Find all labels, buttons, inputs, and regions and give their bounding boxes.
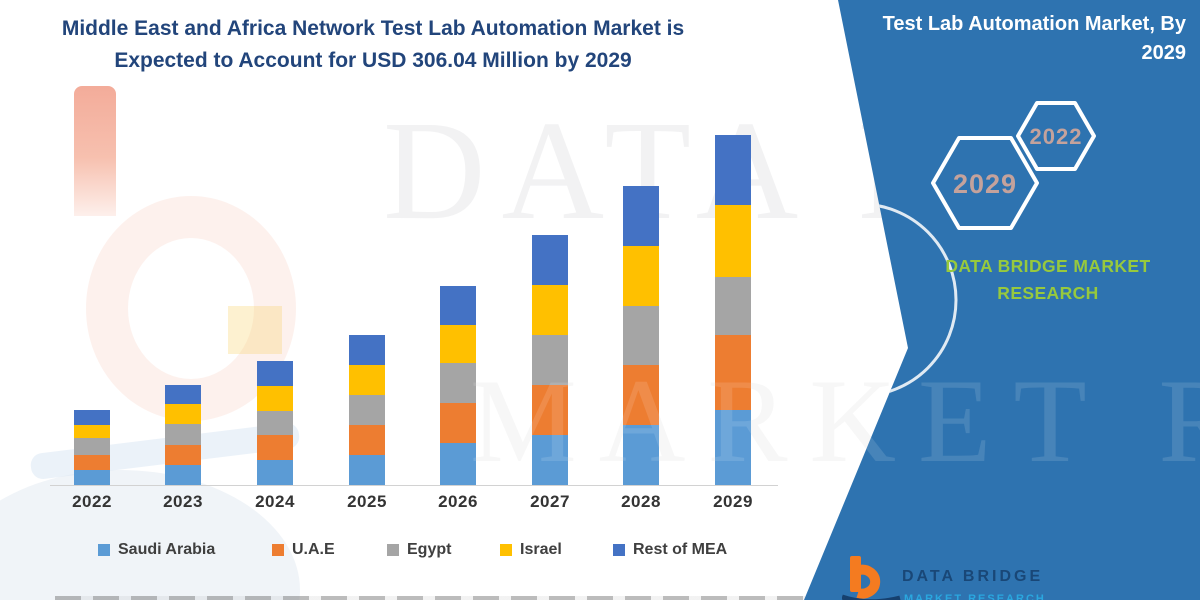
bar-segment-u-a-e-2022 xyxy=(74,455,110,470)
legend-swatch-icon xyxy=(387,544,399,556)
footer-brand-subtext: MARKET RESEARCH xyxy=(904,593,1046,600)
hexagon-2022-outline xyxy=(1016,101,1096,171)
legend-label: U.A.E xyxy=(292,541,335,558)
bar-segment-israel-2029 xyxy=(715,204,751,277)
bar-segment-saudi-arabia-2025 xyxy=(349,455,385,485)
bar-segment-saudi-arabia-2027 xyxy=(532,435,568,485)
brand-name: DATA BRIDGE MARKET RESEARCH xyxy=(900,253,1196,307)
legend-label: Rest of MEA xyxy=(633,541,728,558)
bar-segment-u-a-e-2023 xyxy=(165,444,201,465)
footer-brand-text: DATA BRIDGE xyxy=(902,568,1044,585)
bar-segment-u-a-e-2029 xyxy=(715,334,751,410)
cropped-caption-line xyxy=(55,596,805,600)
bar-segment-egypt-2022 xyxy=(74,438,110,456)
brand-name-line1: DATA BRIDGE MARKET xyxy=(945,256,1151,276)
watermark-b-logo-stem xyxy=(74,86,116,216)
side-panel-heading: Test Lab Automation Market, By 2029 xyxy=(882,13,1186,64)
page-title-line2: Expected to Account for USD 306.04 Milli… xyxy=(114,48,632,72)
bar-segment-u-a-e-2025 xyxy=(349,425,385,456)
brand-name-line2: RESEARCH xyxy=(997,283,1099,304)
bar-segment-israel-2024 xyxy=(257,385,293,411)
legend-item-rest-of-mea: Rest of MEA xyxy=(613,541,727,559)
bar-segment-egypt-2023 xyxy=(165,423,201,445)
bar-segment-saudi-arabia-2029 xyxy=(715,409,751,485)
bar-segment-israel-2023 xyxy=(165,404,201,424)
bar-segment-israel-2026 xyxy=(440,324,476,364)
legend-swatch-icon xyxy=(272,544,284,556)
data-bridge-b-logo-icon xyxy=(842,556,901,600)
bar-segment-rest-of-mea-2026 xyxy=(440,286,476,325)
bar-segment-u-a-e-2028 xyxy=(623,365,659,426)
page-title: Middle East and Africa Network Test Lab … xyxy=(58,13,688,76)
bar-segment-egypt-2028 xyxy=(623,305,659,366)
legend-swatch-icon xyxy=(500,544,512,556)
side-panel-polygon xyxy=(804,0,1200,600)
bar-segment-rest-of-mea-2022 xyxy=(74,409,110,425)
x-axis-label-2026: 2026 xyxy=(438,492,478,511)
legend-swatch-icon xyxy=(98,544,110,556)
bar-segment-rest-of-mea-2023 xyxy=(165,385,201,405)
bar-segment-israel-2022 xyxy=(74,424,110,439)
bar-segment-saudi-arabia-2023 xyxy=(165,464,201,485)
legend-label: Israel xyxy=(520,541,562,558)
x-axis-label-2027: 2027 xyxy=(530,492,570,511)
bar-segment-egypt-2027 xyxy=(532,335,568,386)
watermark-yellow-square xyxy=(228,306,282,354)
x-axis-label-2023: 2023 xyxy=(163,492,203,511)
bar-segment-u-a-e-2024 xyxy=(257,435,293,461)
legend-item-saudi-arabia: Saudi Arabia xyxy=(98,541,215,559)
bar-segment-israel-2027 xyxy=(532,285,568,336)
bar-segment-rest-of-mea-2024 xyxy=(257,361,293,386)
bar-segment-rest-of-mea-2028 xyxy=(623,186,659,246)
bar-segment-rest-of-mea-2027 xyxy=(532,235,568,286)
legend-item-egypt: Egypt xyxy=(387,541,451,559)
legend-label: Saudi Arabia xyxy=(118,541,216,558)
bar-segment-egypt-2026 xyxy=(440,363,476,404)
bar-segment-saudi-arabia-2024 xyxy=(257,460,293,485)
x-axis-label-2024: 2024 xyxy=(255,492,295,511)
page-title-line1: Middle East and Africa Network Test Lab … xyxy=(61,17,685,40)
hexagon-2029-label: 2029 xyxy=(952,169,1018,199)
bar-segment-israel-2028 xyxy=(623,245,659,306)
bar-segment-egypt-2025 xyxy=(349,395,385,426)
legend-label: Egypt xyxy=(407,541,452,558)
bar-segment-u-a-e-2026 xyxy=(440,403,476,444)
x-axis-line xyxy=(50,485,778,486)
bar-segment-israel-2025 xyxy=(349,365,385,396)
hexagon-2022-label: 2022 xyxy=(1029,124,1083,149)
x-axis-label-2029: 2029 xyxy=(713,492,753,511)
bar-segment-egypt-2029 xyxy=(715,276,751,335)
legend-item-u-a-e: U.A.E xyxy=(272,541,335,559)
x-axis-label-2022: 2022 xyxy=(72,492,112,511)
hexagon-2029-outline xyxy=(931,136,1039,230)
bar-segment-rest-of-mea-2029 xyxy=(715,135,751,205)
bar-segment-saudi-arabia-2026 xyxy=(440,443,476,485)
bar-segment-rest-of-mea-2025 xyxy=(349,334,385,366)
legend-item-israel: Israel xyxy=(500,541,562,559)
x-axis-label-2025: 2025 xyxy=(347,492,387,511)
bar-segment-egypt-2024 xyxy=(257,410,293,436)
legend-swatch-icon xyxy=(613,544,625,556)
bar-segment-u-a-e-2027 xyxy=(532,385,568,435)
bar-segment-saudi-arabia-2022 xyxy=(74,470,110,485)
bar-segment-saudi-arabia-2028 xyxy=(623,425,659,485)
x-axis-label-2028: 2028 xyxy=(621,492,661,511)
